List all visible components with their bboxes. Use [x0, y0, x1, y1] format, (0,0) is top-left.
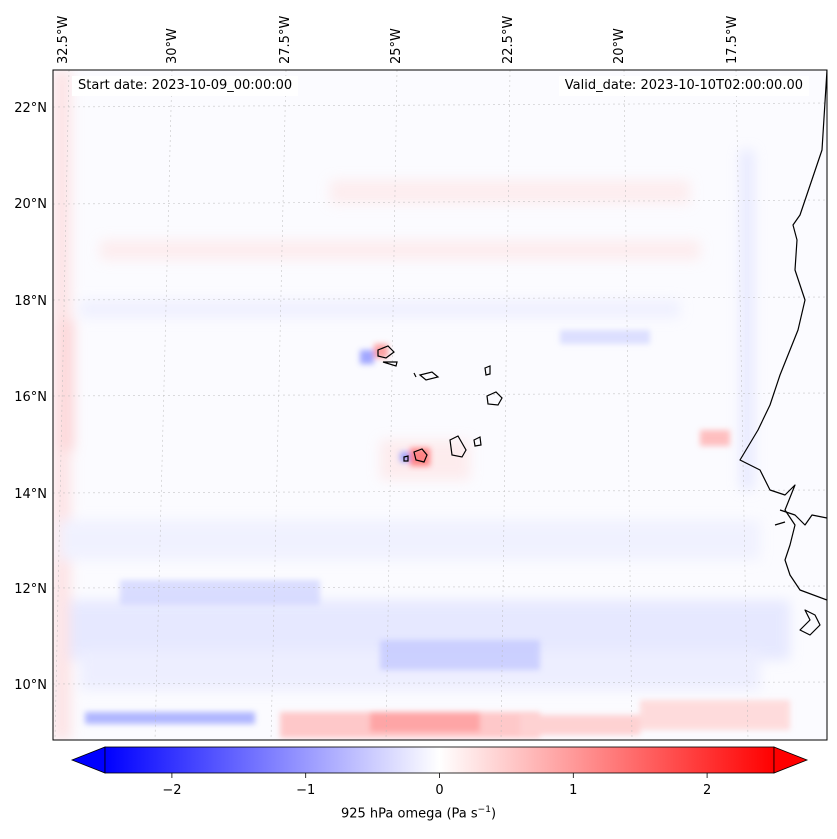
cape-verde-islands [377, 345, 503, 463]
lon-label: 32.5°W [56, 16, 71, 64]
colorbar-label-exponent: −1 [477, 805, 491, 815]
latitude-labels: 22°N 20°N 18°N 16°N 14°N 12°N 10°N [14, 101, 47, 693]
colorbar-label: 925 hPa omega (Pa s−1) [0, 805, 837, 821]
lon-label: 20°W [612, 28, 627, 64]
colorbar-min-extend [70, 746, 106, 774]
colorbar-tick-label: 2 [703, 783, 711, 798]
lat-label: 20°N [14, 197, 47, 212]
gridlines [53, 70, 827, 740]
colorbar-gradient [104, 746, 775, 774]
lat-label: 12°N [14, 582, 47, 597]
start-date-label: Start date: 2023-10-09_00:00:00 [72, 76, 299, 96]
lon-label: 27.5°W [278, 16, 293, 64]
lat-label: 16°N [14, 390, 47, 405]
colorbar-label-text: 925 hPa omega (Pa s [340, 806, 478, 822]
map-frame [52, 69, 828, 741]
colorbar-max-extend [773, 746, 809, 774]
omega-field [53, 70, 790, 740]
colorbar: −2 −1 0 1 2 [70, 746, 809, 798]
lon-label: 30°W [165, 28, 180, 64]
colorbar-tick-label: 1 [569, 783, 577, 798]
colorbar-tick-label: −2 [162, 783, 181, 798]
lon-label: 22.5°W [501, 16, 516, 64]
valid-date-label: Valid_date: 2023-10-10T02:00:00.00 [558, 76, 809, 96]
coastlines [739, 70, 827, 636]
colorbar-tick-label: −1 [296, 783, 315, 798]
colorbar-ticks: −2 −1 0 1 2 [162, 773, 711, 798]
lat-label: 14°N [14, 487, 47, 502]
lon-label: 17.5°W [725, 16, 740, 64]
lat-label: 10°N [14, 678, 47, 693]
map-panel [53, 70, 827, 740]
longitude-labels: 32.5°W 30°W 27.5°W 25°W 22.5°W 20°W 17.5… [56, 16, 740, 64]
lat-label: 18°N [14, 294, 47, 309]
lat-label: 22°N [14, 101, 47, 116]
colorbar-tick-label: 0 [435, 783, 443, 798]
colorbar-label-close: ) [490, 806, 497, 822]
lon-label: 25°W [389, 28, 404, 64]
